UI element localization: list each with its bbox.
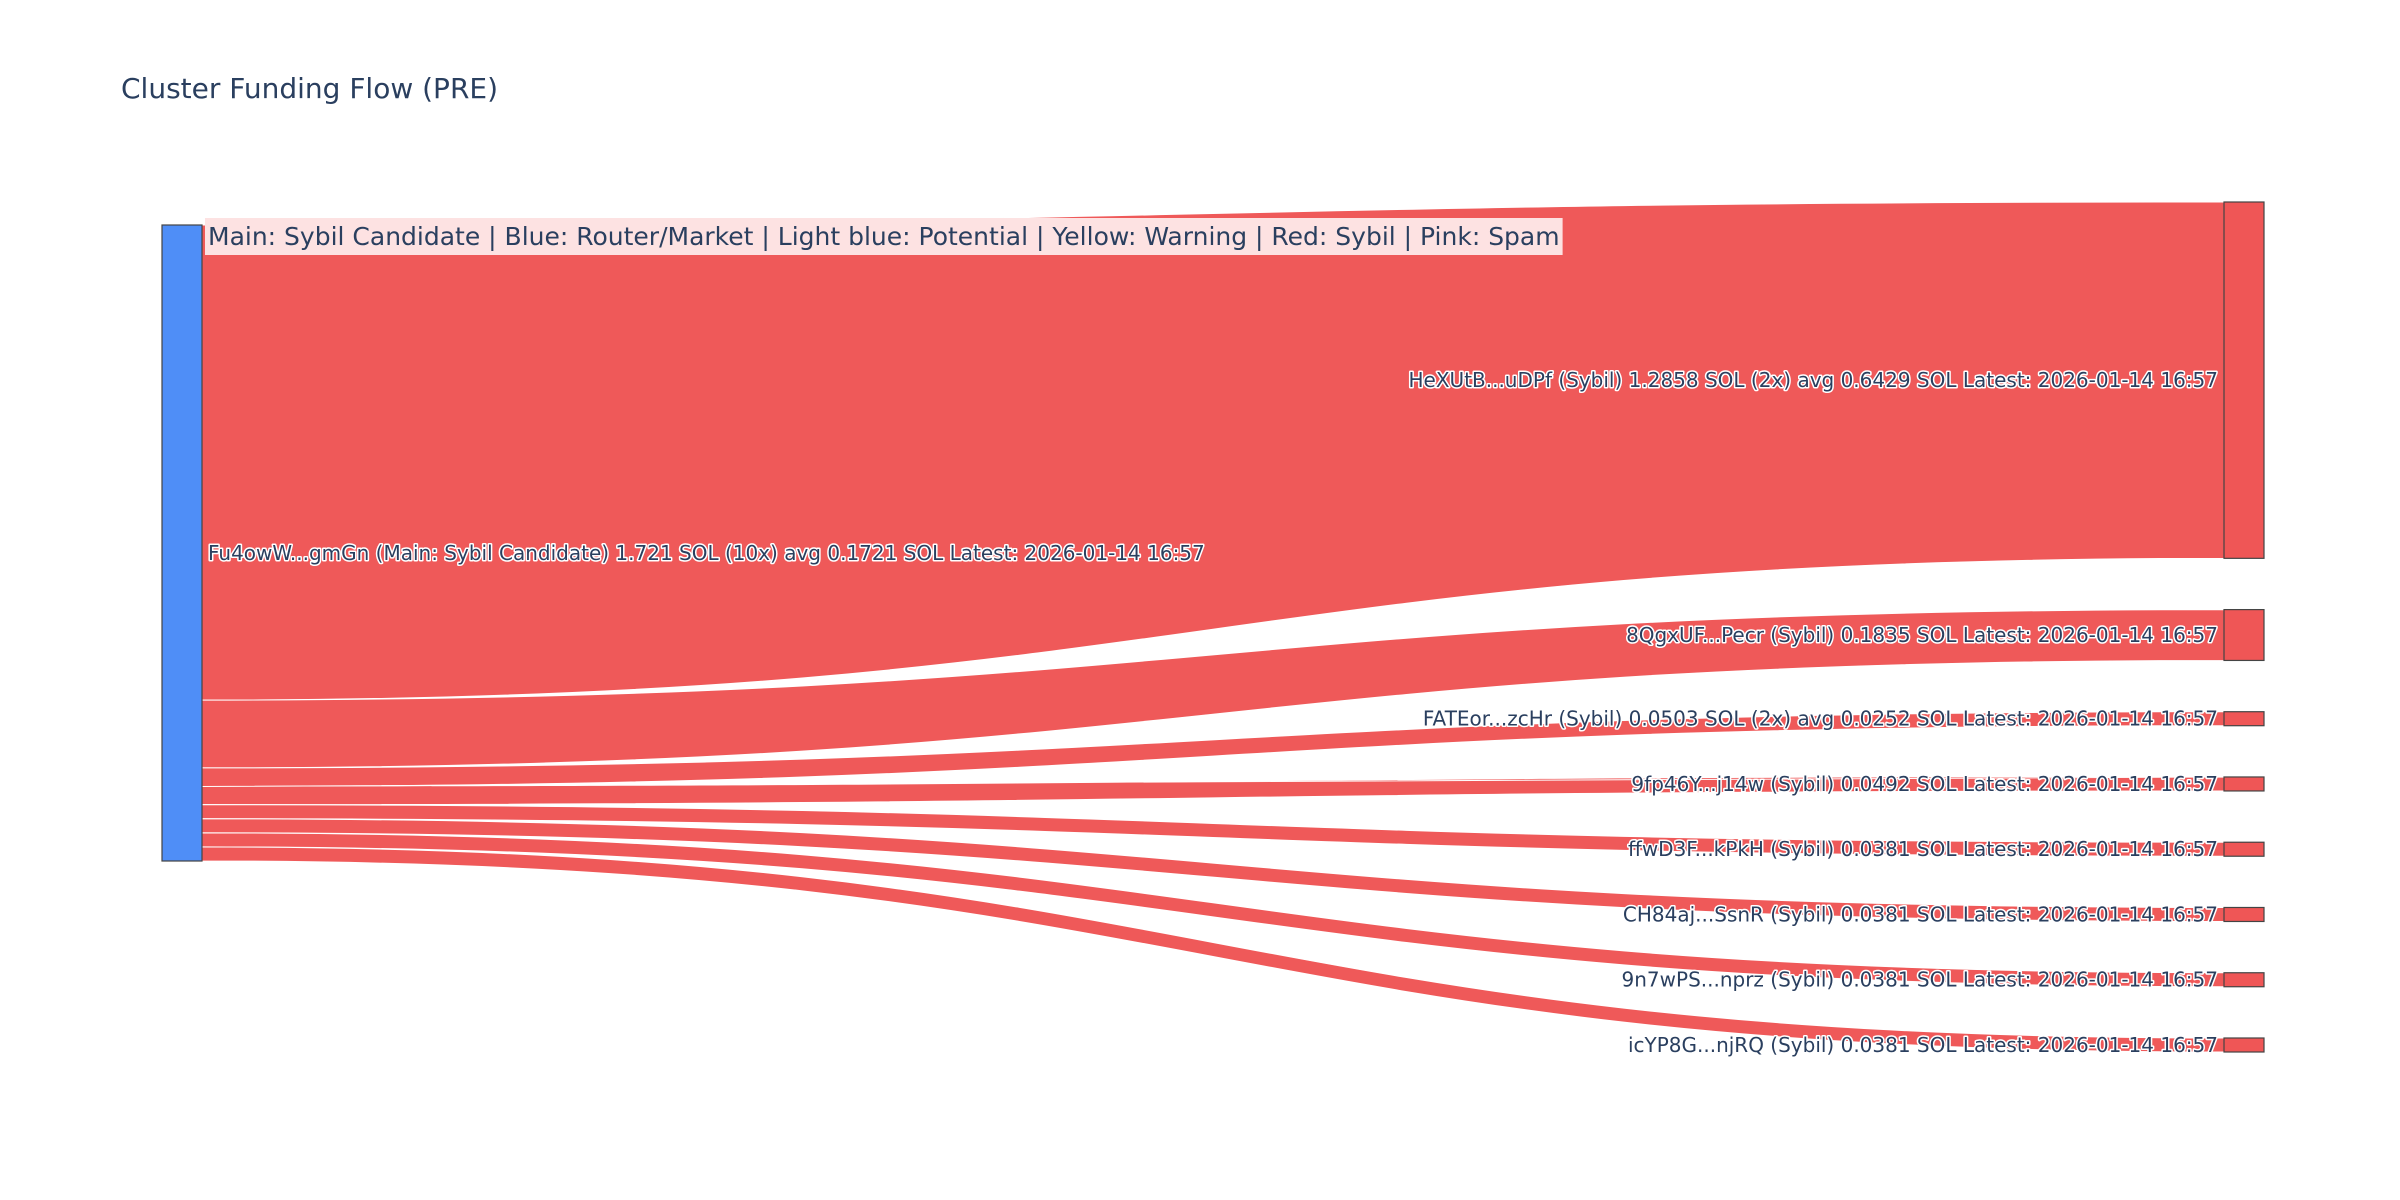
target-node-4: [2223, 776, 2265, 792]
target-node-label-1: HeXUtB...uDPf (Sybil) 1.2858 SOL (2x) av…: [1408, 368, 2218, 392]
target-node-2: [2223, 608, 2265, 662]
target-node-3: [2223, 711, 2265, 727]
sankey-labels: HeXUtB...uDPf (Sybil) 1.2858 SOL (2x) av…: [207, 367, 2220, 1059]
source-node-label: Fu4owW...gmGn (Main: Sybil Candidate) 1.…: [208, 541, 1205, 565]
target-node-1: [2223, 201, 2265, 559]
target-node-label-3: FATEor...zcHr (Sybil) 0.0503 SOL (2x) av…: [1423, 707, 2218, 731]
sankey-nodes: [161, 201, 2265, 1053]
target-node-8: [2223, 1037, 2265, 1053]
target-node-label-8: icYP8G...njRQ (Sybil) 0.0381 SOL Latest:…: [1628, 1033, 2218, 1057]
sankey-link-2: [201, 609, 2225, 769]
target-node-label-5: ffwD3F...kPkH (Sybil) 0.0381 SOL Latest:…: [1628, 837, 2218, 861]
target-node-label-2: 8QgxUF...Pecr (Sybil) 0.1835 SOL Latest:…: [1626, 623, 2218, 647]
target-node-5: [2223, 841, 2265, 857]
chart-title: Cluster Funding Flow (PRE): [121, 72, 499, 105]
legend-annotation: Main: Sybil Candidate | Blue: Router/Mar…: [205, 218, 1563, 255]
target-node-label-6: CH84aj...SsnR (Sybil) 0.0381 SOL Latest:…: [1623, 902, 2218, 926]
sankey-link-8: [201, 846, 2225, 1053]
target-node-7: [2223, 972, 2265, 988]
sankey-links: [201, 201, 2225, 1053]
legend-background: [205, 218, 1563, 255]
source-node: [161, 224, 203, 862]
legend-text: Main: Sybil Candidate | Blue: Router/Mar…: [208, 222, 1560, 251]
target-node-label-7: 9n7wPS...nprz (Sybil) 0.0381 SOL Latest:…: [1622, 968, 2218, 992]
target-node-label-4: 9fp46Y...j14w (Sybil) 0.0492 SOL Latest:…: [1631, 772, 2218, 796]
target-node-6: [2223, 906, 2265, 923]
